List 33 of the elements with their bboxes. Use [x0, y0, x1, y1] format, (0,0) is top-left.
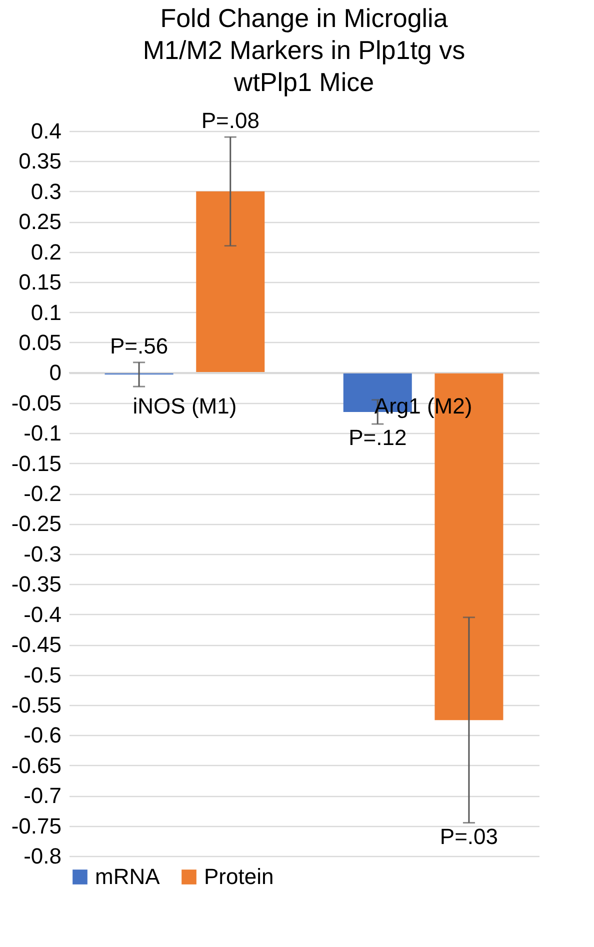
y-tick-label: -0.25 — [11, 511, 62, 536]
y-tick-label: 0.3 — [30, 178, 62, 204]
y-tick-label: -0.65 — [11, 752, 62, 778]
y-tick-label: -0.45 — [11, 632, 62, 658]
y-tick-label: -0.35 — [11, 572, 62, 597]
y-tick-label: -0.3 — [24, 541, 62, 566]
y-tick-label: -0.2 — [24, 481, 62, 506]
y-tick-label: -0.15 — [11, 450, 62, 476]
annotation: P=.03 — [440, 824, 498, 849]
y-tick-label: 0.15 — [18, 270, 62, 295]
y-tick-label: -0.1 — [24, 420, 62, 446]
y-tick-label: -0.5 — [24, 662, 62, 688]
y-tick-label: -0.6 — [24, 722, 62, 748]
x-tick-label: iNOS (M1) — [132, 394, 237, 419]
y-tick-label: 0.25 — [18, 209, 62, 234]
chart-title: Fold Change in Microglia M1/M2 Markers in Plp1tg vs wtPlp1 Mice — [142, 3, 466, 98]
y-tick-label: 0.05 — [18, 330, 62, 355]
legend-label: Protein — [204, 864, 274, 889]
y-tick-label: 0 — [49, 360, 62, 386]
annotation: P=.08 — [201, 108, 260, 134]
annotation: P=.12 — [348, 425, 407, 450]
y-tick-label: 0.35 — [18, 148, 62, 174]
y-tick-label: 0.2 — [30, 239, 62, 264]
y-tick-label: 0.1 — [30, 300, 62, 325]
annotation: P=.56 — [110, 333, 168, 358]
y-tick-label: -0.4 — [24, 602, 62, 627]
y-tick-label: -0.75 — [11, 813, 62, 838]
y-tick-label: 0.4 — [30, 118, 62, 144]
y-tick-label: -0.55 — [11, 692, 62, 718]
y-tick-label: -0.8 — [24, 844, 62, 868]
y-tick-label: -0.05 — [11, 390, 62, 416]
legend-label: mRNA — [95, 864, 160, 889]
y-tick-label: -0.7 — [24, 783, 62, 808]
